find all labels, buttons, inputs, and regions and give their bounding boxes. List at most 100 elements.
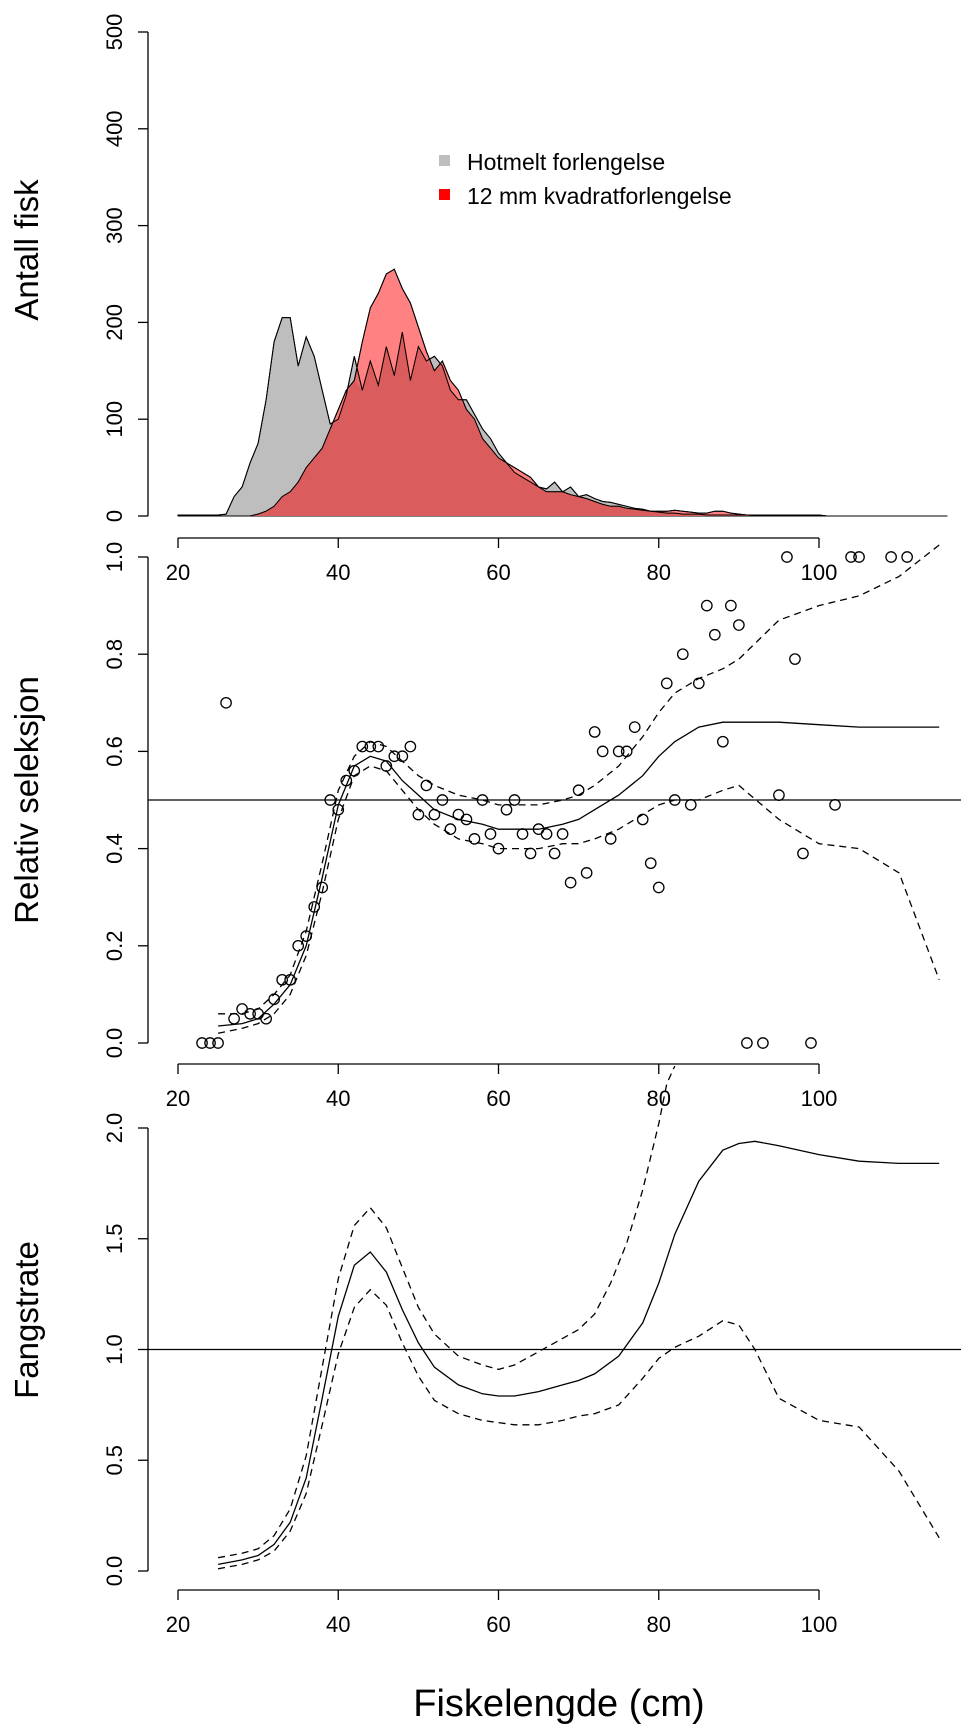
data-point	[773, 789, 785, 801]
y-tick-label: 1.5	[102, 1223, 127, 1254]
area-overlap	[178, 332, 948, 516]
data-point	[348, 764, 361, 777]
data-point	[396, 750, 409, 763]
x-tick-label: 20	[166, 1612, 190, 1637]
data-point	[781, 551, 793, 563]
curve-lower	[217, 765, 940, 1034]
data-point	[716, 735, 729, 748]
data-point	[708, 628, 721, 641]
data-point	[468, 833, 481, 845]
data-point	[797, 847, 809, 860]
data-point	[572, 784, 585, 797]
data-point	[388, 750, 401, 763]
x-tick-label: 100	[801, 560, 838, 585]
data-point	[236, 1003, 248, 1015]
axes-group: 0 100 200 300 400 500 20 40 60 80 100	[102, 14, 837, 585]
data-point	[268, 993, 280, 1006]
data-point	[508, 794, 521, 806]
x-tick-label: 80	[647, 1612, 671, 1637]
data-point	[196, 1037, 208, 1049]
data-point	[252, 1007, 264, 1020]
y-tick-label: 0.8	[102, 639, 127, 670]
legend: Hotmelt forlengelse 12 mm kvadratforleng…	[439, 149, 732, 209]
y-axis-label-relativ-seleksjon: Relativ seleksjon	[8, 676, 45, 924]
data-point	[276, 973, 289, 986]
y-tick-label: 0.5	[102, 1445, 127, 1476]
data-point	[700, 599, 713, 612]
selection-plot-group	[148, 544, 961, 1049]
x-tick-label: 80	[647, 560, 671, 585]
area-hotmelt-forlengelse	[177, 317, 948, 517]
data-point	[452, 808, 465, 821]
panel-fangstrate: 0.0 0.5 1.0 1.5 2.0 20 40 60 80 100 Fangstrate	[8, 1065, 961, 1637]
data-point	[436, 794, 449, 806]
data-point	[324, 794, 337, 806]
data-point	[212, 1037, 224, 1049]
x-tick-label: 40	[326, 560, 350, 585]
data-point	[805, 1037, 817, 1049]
y-tick-label: 0.2	[102, 931, 127, 962]
x-tick-label: 20	[166, 560, 190, 585]
x-axis-label: Fiskelengde (cm)	[413, 1683, 704, 1725]
legend-label-kvadrat: 12 mm kvadratforlengelse	[467, 183, 732, 209]
data-point	[556, 828, 569, 840]
data-point	[308, 901, 321, 913]
x-tick-label: 60	[486, 1086, 510, 1111]
data-point	[484, 828, 497, 840]
data-point	[332, 803, 345, 816]
data-point	[428, 808, 441, 821]
data-point	[500, 803, 513, 816]
data-point	[228, 1012, 240, 1025]
y-tick-label: 300	[102, 207, 127, 244]
data-point	[372, 740, 385, 753]
curve-lower	[217, 1288, 940, 1570]
data-point	[564, 876, 577, 889]
y-tick-label: 0.4	[102, 833, 127, 864]
catch-rate-plot-group	[148, 1065, 961, 1570]
y-tick-label: 0.0	[102, 1556, 127, 1587]
y-tick-label: 0	[102, 510, 127, 522]
data-point	[596, 745, 609, 758]
data-point	[853, 551, 865, 563]
data-point	[628, 721, 641, 733]
panel-relativ-seleksjon: 0.0 0.2 0.4 0.6 0.8 1.0 20 40 60 80 100 Relativ se…	[8, 542, 961, 1111]
data-point	[284, 973, 297, 986]
data-point	[492, 842, 505, 855]
data-point	[668, 794, 681, 806]
curve-fit	[217, 1140, 940, 1566]
data-point	[733, 619, 745, 631]
data-point	[476, 794, 489, 806]
data-point	[204, 1037, 216, 1049]
y-tick-label: 400	[102, 110, 127, 147]
x-tick-label: 60	[486, 1612, 510, 1637]
data-point	[588, 726, 601, 738]
data-point	[380, 760, 393, 772]
data-point	[676, 648, 689, 661]
x-tick-label: 40	[326, 1086, 350, 1111]
x-tick-label: 20	[166, 1086, 190, 1111]
data-point	[364, 740, 377, 753]
data-point	[524, 847, 537, 860]
data-point	[260, 1012, 272, 1025]
x-tick-label: 80	[647, 1086, 671, 1111]
line-12mm-kvadratforlengelse	[178, 268, 948, 517]
legend-swatch-kvadrat	[439, 189, 450, 200]
legend-label-hotmelt: Hotmelt forlengelse	[467, 149, 665, 175]
data-point	[292, 939, 305, 952]
x-tick-label: 40	[326, 1612, 350, 1637]
axes-group: 0.0 0.5 1.0 1.5 2.0 20 40 60 80 100	[102, 1113, 837, 1637]
y-tick-label: 2.0	[102, 1113, 127, 1144]
data-point	[901, 551, 913, 563]
axes-group: 0.0 0.2 0.4 0.6 0.8 1.0 20 40 60 80 100	[102, 542, 837, 1111]
curve-upper	[217, 1065, 676, 1559]
data-point	[516, 828, 529, 840]
data-point	[540, 828, 553, 840]
x-tick-label: 60	[486, 560, 510, 585]
data-point	[444, 823, 457, 836]
data-point	[404, 740, 417, 753]
data-point	[725, 599, 737, 612]
data-point	[692, 677, 705, 690]
data-point	[660, 677, 673, 690]
x-tick-label: 100	[801, 1612, 838, 1637]
